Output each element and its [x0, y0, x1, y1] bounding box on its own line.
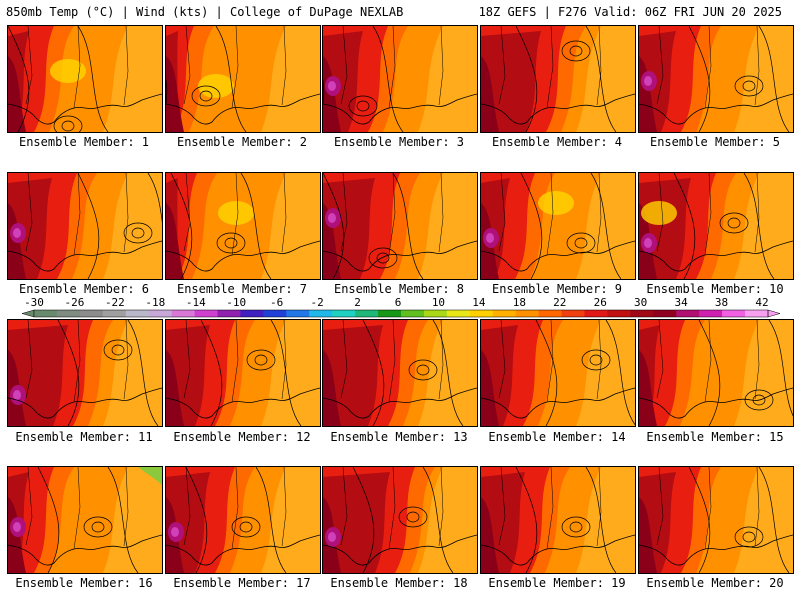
colorbar-swatch [378, 310, 402, 317]
colorbar-swatch [148, 310, 172, 317]
colorbar-swatch [446, 310, 471, 317]
ensemble-member-label: Ensemble Member: 12 [173, 430, 311, 444]
ensemble-map-15 [638, 319, 794, 427]
colorbar-swatch [676, 310, 700, 317]
colorbar-swatch [102, 310, 127, 317]
colorbar-swatch [469, 310, 494, 317]
colorbar-low-arrow [21, 309, 35, 318]
ensemble-member-label: Ensemble Member: 4 [491, 135, 623, 149]
colorbar-swatch [423, 310, 448, 317]
ensemble-member-label: Ensemble Member: 7 [176, 282, 308, 296]
ensemble-map-16 [7, 466, 163, 574]
colorbar-high-arrow [767, 309, 781, 318]
colorbar-swatch [171, 310, 195, 317]
ensemble-member-label: Ensemble Member: 16 [15, 576, 153, 590]
colorbar-tick-label: -22 [105, 296, 125, 309]
ensemble-map-8 [322, 172, 478, 280]
ensemble-map-10 [638, 172, 794, 280]
ensemble-member-label: Ensemble Member: 14 [488, 430, 626, 444]
colorbar-tick-label: -10 [226, 296, 246, 309]
colorbar-tick-label: 38 [715, 296, 728, 309]
colorbar-swatch [309, 310, 333, 317]
colorbar-swatch [630, 310, 654, 317]
ensemble-map-19 [480, 466, 636, 574]
model-run-info: 18Z GEFS | F276 Valid: 06Z FRI JUN 20 20… [478, 5, 782, 19]
colorbar-tick-label: 42 [755, 296, 768, 309]
colorbar-swatch [515, 310, 539, 317]
ensemble-map-1 [7, 25, 163, 133]
colorbar-tick-label: -6 [270, 296, 283, 309]
ensemble-map-9 [480, 172, 636, 280]
map-title: 850mb Temp (°C) | Wind (kts) | College o… [6, 5, 404, 19]
colorbar-swatch [332, 310, 356, 317]
colorbar-swatch [607, 310, 631, 317]
colorbar-swatch [745, 310, 769, 317]
ensemble-map-18 [322, 466, 478, 574]
ensemble-member-label: Ensemble Member: 9 [491, 282, 623, 296]
ensemble-map-4 [480, 25, 636, 133]
colorbar-swatch [125, 310, 149, 317]
colorbar-tick-label: 34 [674, 296, 688, 309]
ensemble-member-label: Ensemble Member: 17 [173, 576, 311, 590]
colorbar-swatch [653, 310, 677, 317]
colorbar-tick-label: -2 [310, 296, 323, 309]
colorbar-swatch [194, 310, 218, 317]
colorbar-swatch [401, 310, 425, 317]
ensemble-map-20 [638, 466, 794, 574]
ensemble-map-14 [480, 319, 636, 427]
colorbar-swatch [34, 310, 58, 317]
colorbar-swatch [722, 310, 746, 317]
ensemble-member-label: Ensemble Member: 5 [649, 135, 781, 149]
colorbar-swatch [217, 310, 241, 317]
colorbar-tick-label: 10 [432, 296, 445, 309]
ensemble-member-label: Ensemble Member: 13 [330, 430, 468, 444]
colorbar-tick-label: 14 [472, 296, 486, 309]
colorbar-tick-label: 22 [553, 296, 566, 309]
colorbar-swatch [286, 310, 310, 317]
ensemble-map-17 [165, 466, 321, 574]
ensemble-member-label: Ensemble Member: 11 [15, 430, 153, 444]
ensemble-map-5 [638, 25, 794, 133]
ensemble-map-7 [165, 172, 321, 280]
colorbar-swatch [584, 310, 608, 317]
colorbar-swatch [492, 310, 516, 317]
ensemble-map-2 [165, 25, 321, 133]
colorbar-swatch [79, 310, 104, 317]
colorbar-tick-label: 2 [354, 296, 361, 309]
ensemble-map-13 [322, 319, 478, 427]
ensemble-member-label: Ensemble Member: 1 [18, 135, 150, 149]
colorbar-swatch [56, 310, 81, 317]
ensemble-member-label: Ensemble Member: 19 [488, 576, 626, 590]
ensemble-member-label: Ensemble Member: 8 [333, 282, 465, 296]
colorbar-swatch [561, 310, 585, 317]
colorbar-tick-label: 18 [513, 296, 526, 309]
colorbar-tick-label: -30 [24, 296, 44, 309]
colorbar-swatch [263, 310, 287, 317]
colorbar-tick-label: 6 [395, 296, 402, 309]
colorbar-tick-label: 26 [594, 296, 607, 309]
ensemble-map-11 [7, 319, 163, 427]
ensemble-map-3 [322, 25, 478, 133]
colorbar-swatch [240, 310, 264, 317]
ensemble-member-label: Ensemble Member: 15 [646, 430, 784, 444]
ensemble-member-label: Ensemble Member: 2 [176, 135, 308, 149]
colorbar-tick-label: -26 [65, 296, 85, 309]
colorbar-swatch [699, 310, 723, 317]
colorbar-tick-label: -18 [145, 296, 165, 309]
ensemble-map-12 [165, 319, 321, 427]
temperature-colorbar: -30 -26 -22 -18 -14 -10 -6 -2 2 6 10 14 18 22 26 30 34 38… [0, 296, 800, 318]
colorbar-tick-label: 30 [634, 296, 647, 309]
colorbar-tick-label: -14 [186, 296, 206, 309]
ensemble-member-label: Ensemble Member: 6 [18, 282, 150, 296]
ensemble-member-label: Ensemble Member: 3 [333, 135, 465, 149]
ensemble-member-label: Ensemble Member: 10 [646, 282, 784, 296]
ensemble-member-label: Ensemble Member: 20 [646, 576, 784, 590]
ensemble-member-label: Ensemble Member: 18 [330, 576, 468, 590]
ensemble-map-6 [7, 172, 163, 280]
colorbar-swatch [538, 310, 562, 317]
colorbar-swatch [355, 310, 379, 317]
